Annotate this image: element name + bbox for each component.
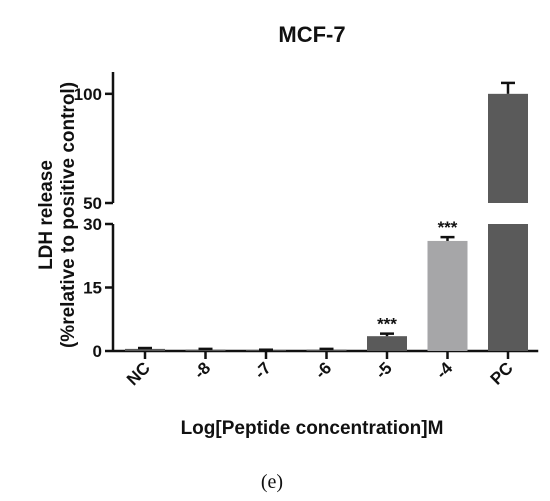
y-axis-label-line1: LDH release — [36, 160, 57, 270]
bar — [488, 224, 528, 351]
y-axis-label-line2: (%relative to positive control) — [58, 82, 79, 348]
x-tick-label: -6 — [311, 358, 335, 382]
y-tick-label: 0 — [93, 342, 102, 361]
x-tick-label: -4 — [432, 358, 457, 383]
bar — [427, 240, 468, 351]
panel-label: (e) — [261, 471, 283, 493]
significance-label: *** — [377, 315, 397, 334]
y-tick-label: 50 — [83, 194, 102, 213]
x-tick-label: NC — [123, 358, 154, 389]
bar-group — [488, 81, 528, 351]
bars: *** *** — [125, 81, 528, 351]
bar-group: *** — [367, 315, 407, 351]
bar — [367, 336, 407, 351]
bar-group — [246, 348, 286, 351]
x-axis-label: Log[Peptide concentration]M — [181, 418, 444, 439]
bar-upper — [488, 93, 528, 203]
bar — [306, 349, 347, 351]
x-tick-label: -5 — [372, 358, 396, 382]
bar-group — [306, 347, 347, 351]
y-tick-label: 100 — [74, 85, 102, 104]
y-tick-label: 30 — [83, 215, 102, 234]
bar-group — [185, 347, 226, 351]
x-tick-labels: NC -8 -7 -6 -5 -4 PC — [123, 358, 517, 389]
chart-title: MCF-7 — [278, 22, 345, 47]
x-tick-label: -7 — [251, 358, 275, 382]
bar-group — [125, 346, 165, 351]
significance-label: *** — [438, 218, 458, 237]
y-tick-label: 15 — [83, 279, 102, 298]
bar-group: *** — [427, 218, 468, 351]
bar — [125, 348, 165, 351]
bar — [185, 349, 226, 351]
x-tick-label: -8 — [190, 358, 214, 382]
axes: 0 15 30 50 100 — [74, 72, 539, 361]
x-tick-label: PC — [487, 358, 517, 388]
y-axis-label: LDH release (%relative to positive contr… — [36, 82, 79, 348]
